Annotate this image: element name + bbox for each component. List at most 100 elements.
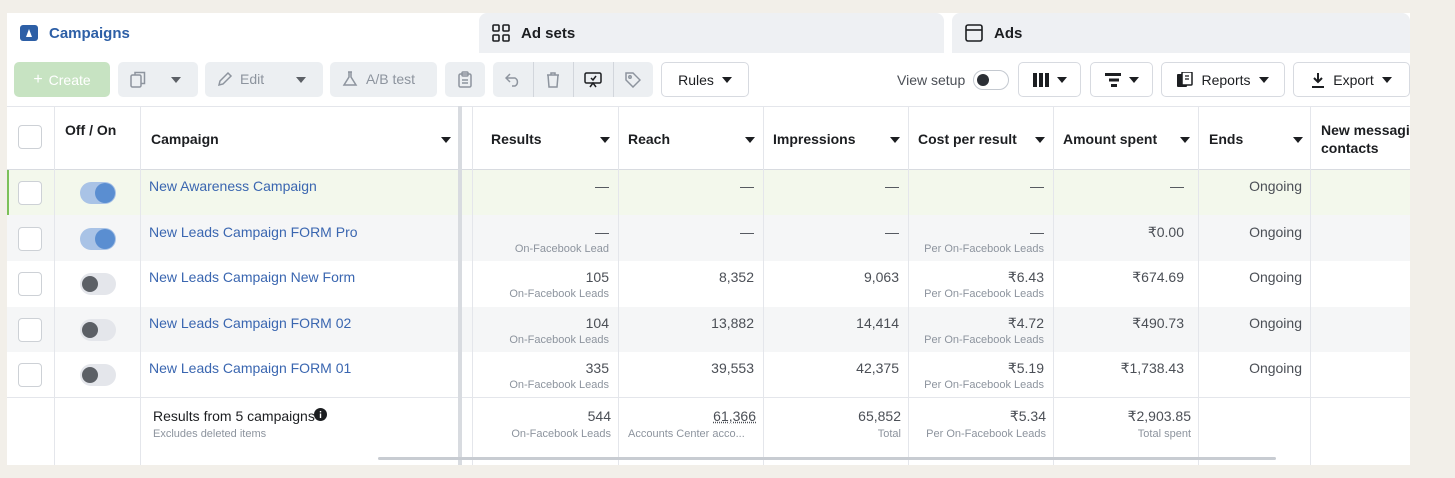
results-subtext: On-Facebook Leads <box>509 288 609 300</box>
row-checkbox[interactable] <box>18 227 42 251</box>
preview-button[interactable] <box>573 62 613 97</box>
column-header-off-on[interactable]: Off / On <box>65 122 117 138</box>
sort-icon[interactable] <box>600 137 610 143</box>
divider <box>763 106 764 465</box>
tab-campaigns[interactable]: Campaigns <box>7 13 472 53</box>
chevron-down-icon <box>1128 76 1139 83</box>
cost-per-result-value: ₹6.43 <box>1007 269 1044 285</box>
ad-sets-icon <box>491 23 511 43</box>
reports-button[interactable]: Reports <box>1161 62 1285 97</box>
tab-ads[interactable]: Ads <box>952 13 1410 53</box>
column-header-results[interactable]: Results <box>491 131 542 147</box>
ends-value: Ongoing <box>1249 269 1302 285</box>
sort-icon[interactable] <box>890 137 900 143</box>
impressions-value: — <box>885 224 899 240</box>
row-checkbox[interactable] <box>18 363 42 387</box>
edit-button[interactable]: Edit <box>205 62 323 97</box>
undo-button[interactable] <box>493 62 533 97</box>
divider <box>908 106 909 465</box>
rules-button[interactable]: Rules <box>661 62 749 97</box>
cost-per-result-value: ₹5.19 <box>1007 360 1044 376</box>
summary-spent-value: ₹2,903.85 <box>1127 408 1191 424</box>
export-button[interactable]: Export <box>1293 62 1410 97</box>
chevron-down-icon <box>171 77 181 83</box>
column-header-new-messaging-contacts[interactable]: New messagi contacts <box>1321 122 1410 156</box>
sort-icon[interactable] <box>1293 137 1303 143</box>
row-checkbox[interactable] <box>18 181 42 205</box>
summary-results-subtext: On-Facebook Leads <box>511 428 611 440</box>
summary-spent-subtext: Total spent <box>1137 428 1191 440</box>
campaign-name-link[interactable]: New Awareness Campaign <box>149 178 317 194</box>
campaign-toggle[interactable] <box>80 364 116 386</box>
tab-ad-sets[interactable]: Ad sets <box>479 13 944 53</box>
table-row-selected-bg <box>7 170 1410 215</box>
sort-icon[interactable] <box>745 137 755 143</box>
info-icon[interactable] <box>314 408 327 426</box>
divider <box>1053 106 1054 465</box>
clipboard-button[interactable] <box>445 62 485 97</box>
horizontal-scrollbar[interactable] <box>378 457 1276 460</box>
column-header-ends[interactable]: Ends <box>1209 131 1244 147</box>
divider <box>573 62 574 97</box>
sort-icon[interactable] <box>1180 137 1190 143</box>
cost-per-result-value: ₹4.72 <box>1007 315 1044 331</box>
tag-button[interactable] <box>613 62 653 97</box>
ends-value: Ongoing <box>1249 178 1302 194</box>
summary-cost-value: ₹5.34 <box>1009 408 1046 424</box>
rules-label: Rules <box>678 71 714 88</box>
campaign-name-link[interactable]: New Leads Campaign FORM 02 <box>149 315 352 331</box>
sort-icon[interactable] <box>1035 137 1045 143</box>
select-all-checkbox[interactable] <box>18 125 42 149</box>
amount-spent-value: ₹674.69 <box>1132 269 1184 285</box>
divider <box>140 106 141 465</box>
view-setup-label: View setup <box>897 72 966 88</box>
campaign-toggle[interactable] <box>80 319 116 341</box>
amount-spent-value: — <box>1170 178 1184 194</box>
summary-reach-value[interactable]: 61,366 <box>713 408 756 424</box>
cost-per-result-value: — <box>1030 224 1044 240</box>
tab-ads-label: Ads <box>994 24 1023 42</box>
reports-label: Reports <box>1201 71 1251 88</box>
column-header-campaign[interactable]: Campaign <box>151 131 219 147</box>
cost-per-result-subtext: Per On-Facebook Leads <box>924 288 1044 300</box>
plus-icon: + <box>33 70 43 88</box>
campaign-name-link[interactable]: New Leads Campaign FORM Pro <box>149 224 358 240</box>
results-value: 104 <box>585 315 609 331</box>
results-value: 335 <box>585 360 609 376</box>
chevron-down-icon <box>1381 76 1392 83</box>
divider <box>7 106 1410 107</box>
ab-test-label: A/B test <box>366 71 416 87</box>
columns-button[interactable] <box>1018 62 1081 97</box>
duplicate-button[interactable] <box>118 62 198 97</box>
amount-spent-value: ₹0.00 <box>1147 224 1184 240</box>
view-setup-toggle[interactable] <box>973 70 1009 90</box>
column-header-impressions[interactable]: Impressions <box>773 131 856 147</box>
duplicate-icon <box>130 71 146 91</box>
summary-impressions-subtext: Total <box>877 428 901 440</box>
divider <box>1310 106 1311 465</box>
campaign-name-link[interactable]: New Leads Campaign New Form <box>149 269 356 285</box>
campaigns-icon <box>19 23 39 43</box>
column-header-amount-spent[interactable]: Amount spent <box>1063 131 1158 147</box>
summary-title: Results from 5 campaigns <box>153 408 315 424</box>
create-button[interactable]: + Create <box>14 62 110 97</box>
column-header-cost-per-result[interactable]: Cost per result <box>918 131 1017 147</box>
divider <box>618 106 619 465</box>
campaign-name-link[interactable]: New Leads Campaign FORM 01 <box>149 360 352 376</box>
sort-icon[interactable] <box>441 137 451 143</box>
delete-button[interactable] <box>533 62 573 97</box>
campaign-toggle[interactable] <box>80 228 116 250</box>
column-header-reach[interactable]: Reach <box>628 131 671 147</box>
summary-cost-subtext: Per On-Facebook Leads <box>926 428 1046 440</box>
campaign-toggle[interactable] <box>80 182 116 204</box>
export-label: Export <box>1333 71 1374 88</box>
columns-icon <box>1032 72 1049 87</box>
divider <box>472 106 473 465</box>
campaign-toggle[interactable] <box>80 273 116 295</box>
row-checkbox[interactable] <box>18 318 42 342</box>
ab-test-button[interactable]: A/B test <box>330 62 437 97</box>
summary-impressions-value: 65,852 <box>858 408 901 424</box>
undo-icon <box>505 72 519 87</box>
row-checkbox[interactable] <box>18 272 42 296</box>
breakdown-button[interactable] <box>1090 62 1153 97</box>
